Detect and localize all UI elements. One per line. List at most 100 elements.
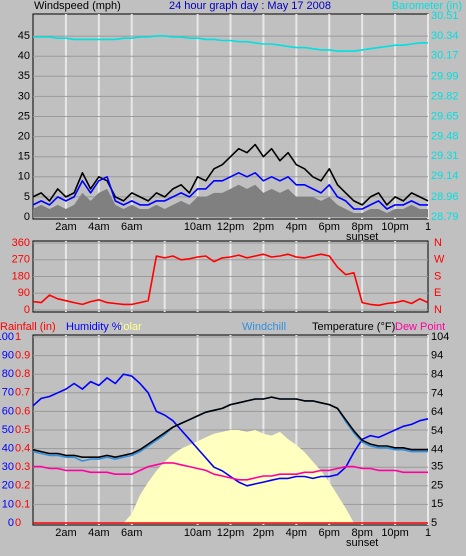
y-tick-label: 25 — [18, 110, 30, 122]
area — [33, 184, 428, 217]
x-tick-label: 1 — [425, 527, 431, 539]
y-tick-label: 0.8 — [15, 368, 30, 380]
y-tick-label: 90 — [18, 287, 30, 299]
y-tick-label: 0.2 — [15, 480, 30, 492]
y2-axis-label: Barometer (in) — [392, 0, 462, 12]
y-tick-label: 45 — [18, 30, 30, 42]
y-tick-label: 40 — [18, 50, 30, 62]
y-tick-label: 25 — [431, 479, 443, 491]
y-tick-label: 80 — [2, 368, 14, 380]
line — [32, 253, 429, 307]
y-tick-label: 15 — [18, 151, 30, 163]
y-tick-label: 54 — [431, 425, 443, 437]
x-tick-label: 4pm — [286, 527, 307, 539]
y-tick-label: 30 — [2, 461, 14, 473]
y-tick-label: 35 — [18, 70, 30, 82]
y-tick-label: 30.51 — [431, 10, 459, 22]
line — [33, 35, 428, 52]
y-tick-label: 60 — [2, 405, 14, 417]
y-tick-label: 29.82 — [431, 91, 459, 103]
y-tick-label: N — [434, 304, 442, 316]
y-tick-label: N — [434, 237, 442, 249]
y-tick-label: 0.7 — [15, 387, 30, 399]
legend-entry: Dew Point — [395, 321, 445, 333]
y-tick-label: 0.5 — [15, 424, 30, 436]
y-tick-label: 0.3 — [15, 461, 30, 473]
y-tick-label: 0.1 — [15, 498, 30, 510]
y-tick-label: 1 — [15, 331, 21, 343]
line — [32, 396, 428, 458]
x-tick-label: 4pm — [286, 221, 307, 233]
legend-entry: Windchill — [242, 321, 286, 333]
y-tick-label: 29.65 — [431, 110, 459, 122]
y-tick-label: 270 — [12, 254, 30, 266]
y-tick-label: 29.99 — [431, 71, 459, 83]
y-tick-label: 50 — [2, 424, 14, 436]
x-tick-label: 1 — [425, 221, 431, 233]
y-tick-label: 70 — [2, 387, 14, 399]
legend-entry: Solar — [116, 321, 142, 333]
x-tick-label: 10am — [184, 221, 212, 233]
x-tick-label: 6pm — [319, 527, 340, 539]
y-tick-label: 90 — [2, 350, 14, 362]
y-tick-label: 94 — [431, 350, 443, 362]
y-tick-label: 0.4 — [15, 443, 30, 455]
legend-entry: Temperature (°F) — [312, 321, 395, 333]
chart-title: 24 hour graph day : May 17 2008 — [169, 0, 331, 12]
x-tick-label: 10am — [184, 527, 212, 539]
line — [32, 172, 428, 210]
y-tick-label: 28.79 — [431, 211, 459, 223]
y-tick-label: 29.14 — [431, 170, 459, 182]
y-tick-label: 64 — [431, 406, 443, 418]
y-tick-label: 74 — [431, 387, 443, 399]
y-tick-label: 104 — [431, 331, 449, 343]
y-tick-label: 5 — [24, 191, 30, 203]
y-tick-label: 10 — [18, 171, 30, 183]
y-axis-label: Windspeed (mph) — [34, 0, 121, 12]
x-tick-label: 2pm — [253, 527, 274, 539]
x-tick-label: 8pm — [351, 527, 372, 539]
y-tick-label: 0 — [8, 517, 14, 529]
y-tick-label: 30.17 — [431, 50, 459, 62]
y-tick-label: 0 — [15, 517, 21, 529]
y-tick-label: 35 — [431, 461, 443, 473]
x-tick-label: 12pm — [217, 527, 245, 539]
annotation: sunset — [346, 537, 378, 549]
y-tick-label: 30 — [18, 90, 30, 102]
y-tick-label: 360 — [12, 237, 30, 249]
y-tick-label: 20 — [18, 131, 30, 143]
y-tick-label: 29.48 — [431, 130, 459, 142]
annotation: sunset — [346, 231, 378, 243]
x-tick-label: 6pm — [319, 221, 340, 233]
legend-entry: Humidity % — [66, 321, 122, 333]
line — [33, 462, 428, 481]
y-tick-label: 100 — [0, 331, 14, 343]
line — [32, 143, 429, 206]
x-tick-label: 2am — [55, 221, 76, 233]
y-tick-label: 20 — [2, 480, 14, 492]
y-tick-label: 29.31 — [431, 150, 459, 162]
x-tick-label: 12pm — [217, 221, 245, 233]
x-tick-label: 6am — [121, 221, 142, 233]
x-tick-label: 4am — [88, 221, 109, 233]
y-tick-label: 5 — [431, 517, 437, 529]
y-tick-label: 0 — [24, 211, 30, 223]
x-tick-label: 2am — [55, 527, 76, 539]
y-tick-label: 30.34 — [431, 30, 459, 42]
legend-entry: Rainfall (in) — [0, 321, 56, 333]
y-tick-label: 40 — [2, 443, 14, 455]
y-tick-label: 0.6 — [15, 405, 30, 417]
y-tick-label: 0 — [24, 304, 30, 316]
x-tick-label: 10pm — [381, 221, 409, 233]
x-tick-label: 6am — [121, 527, 142, 539]
y-tick-label: 180 — [12, 270, 30, 282]
y-tick-label: E — [434, 287, 441, 299]
y-tick-label: S — [434, 270, 441, 282]
y-tick-label: 84 — [431, 368, 443, 380]
x-tick-label: 4am — [88, 527, 109, 539]
y-tick-label: 28.96 — [431, 191, 459, 203]
y-tick-label: 10 — [2, 498, 14, 510]
x-tick-label: 10pm — [381, 527, 409, 539]
y-tick-label: 44 — [431, 444, 443, 456]
